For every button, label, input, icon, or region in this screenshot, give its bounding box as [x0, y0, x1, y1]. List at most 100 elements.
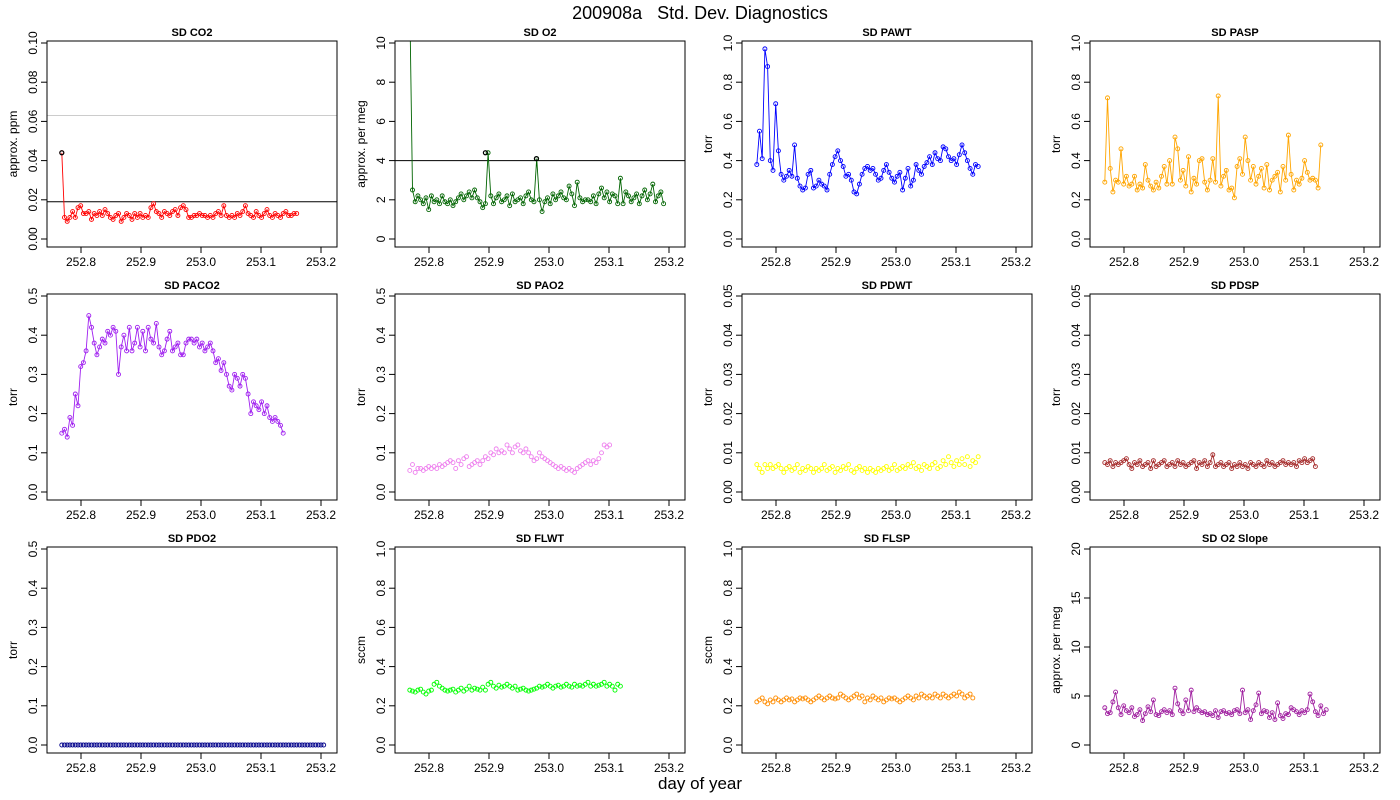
y-tick-label: 0.8: [721, 580, 735, 597]
data-point: [186, 336, 192, 342]
x-tick-label: 253.1: [941, 761, 971, 775]
data-point: [623, 189, 629, 195]
data-point: [1105, 462, 1110, 468]
data-point: [916, 695, 922, 701]
data-point: [558, 684, 564, 690]
data-point: [89, 216, 94, 222]
data-point: [1113, 689, 1119, 695]
data-point: [781, 469, 787, 475]
data-point: [599, 450, 604, 456]
data-point: [183, 340, 189, 346]
data-point: [275, 742, 281, 748]
data-point: [118, 742, 124, 748]
plot-area: [754, 454, 981, 475]
data-point: [1204, 464, 1210, 469]
data-point: [775, 462, 781, 468]
data-point: [1148, 183, 1154, 189]
y-tick-label: 0.4: [26, 327, 40, 344]
x-tick-label: 253.0: [186, 508, 216, 522]
data-point: [453, 466, 459, 471]
y-tick-label: 0.01: [721, 441, 735, 465]
data-point: [180, 203, 186, 209]
data-point: [121, 214, 127, 220]
data-point: [829, 464, 835, 469]
data-point: [1237, 460, 1243, 466]
data-point: [423, 195, 429, 201]
data-point: [919, 467, 924, 473]
panel-11: SD O2 Slope approx. per meg 0 5 10 15 20 252.8 2…: [1049, 533, 1381, 775]
data-point: [67, 214, 73, 220]
y-tick-label: 0.2: [1069, 191, 1083, 208]
data-point: [832, 469, 838, 475]
x-tick-label: 252.9: [821, 761, 851, 775]
data-point: [1240, 687, 1245, 693]
main-title: 200908a Std. Dev. Diagnostics: [572, 3, 828, 23]
data-point: [110, 324, 116, 330]
data-point: [67, 415, 73, 420]
data-point: [827, 171, 833, 177]
data-point: [908, 464, 914, 469]
data-point: [964, 454, 970, 460]
data-point: [773, 101, 779, 107]
data-point: [929, 162, 935, 167]
data-point: [1126, 462, 1132, 468]
data-point: [1275, 700, 1281, 706]
y-tick-label: 0.00: [1069, 480, 1083, 504]
x-tick-label: 253.1: [1289, 255, 1319, 269]
data-point: [251, 399, 256, 405]
data-point: [67, 742, 73, 748]
data-point: [124, 742, 130, 748]
data-point: [178, 742, 184, 748]
x-tick-label: 253.2: [1349, 761, 1379, 775]
data-point: [186, 742, 192, 748]
data-point: [132, 742, 138, 748]
data-point: [264, 742, 270, 748]
data-point: [126, 742, 132, 748]
data-point: [134, 324, 140, 330]
data-point: [1304, 707, 1310, 713]
x-tick-label: 253.1: [1289, 761, 1319, 775]
data-point: [215, 356, 221, 362]
data-point: [813, 183, 819, 189]
data-point: [113, 328, 119, 334]
y-tick-label: 10: [374, 36, 388, 50]
data-point: [1294, 464, 1299, 469]
y-tick-label: 0.5: [26, 540, 40, 557]
data-point: [1137, 181, 1143, 187]
data-point: [1229, 712, 1235, 718]
data-point: [159, 352, 165, 358]
data-point: [72, 391, 78, 397]
y-tick-label: 0.6: [721, 113, 735, 130]
y-tick-label: 0: [1069, 741, 1083, 748]
x-tick-label: 252.8: [66, 255, 96, 269]
x-tick-label: 252.9: [474, 255, 504, 269]
data-point: [1256, 690, 1262, 696]
data-point: [1310, 456, 1316, 462]
x-tick-label: 253.0: [1229, 255, 1259, 269]
data-point: [802, 467, 808, 473]
data-point: [1264, 709, 1270, 715]
data-point: [1218, 460, 1224, 466]
data-point: [1223, 711, 1229, 717]
data-point: [464, 686, 469, 692]
data-point: [1213, 179, 1218, 185]
data-point: [512, 683, 518, 689]
data-point: [1140, 718, 1146, 723]
y-tick-label: 0.6: [374, 619, 388, 636]
data-point: [1204, 187, 1210, 193]
data-point: [256, 407, 262, 413]
data-point: [474, 686, 480, 692]
data-point: [539, 209, 545, 215]
x-tick-label: 252.9: [474, 761, 504, 775]
data-point: [856, 464, 862, 469]
data-point: [943, 462, 949, 468]
data-point: [305, 742, 310, 748]
data-point: [105, 742, 111, 748]
x-tick-label: 252.9: [1169, 508, 1199, 522]
x-tick-label: 252.9: [126, 508, 156, 522]
x-tick-label: 252.8: [1109, 255, 1139, 269]
data-point: [784, 173, 789, 179]
data-point: [240, 742, 246, 748]
data-point: [601, 679, 607, 685]
data-point: [1210, 713, 1216, 719]
